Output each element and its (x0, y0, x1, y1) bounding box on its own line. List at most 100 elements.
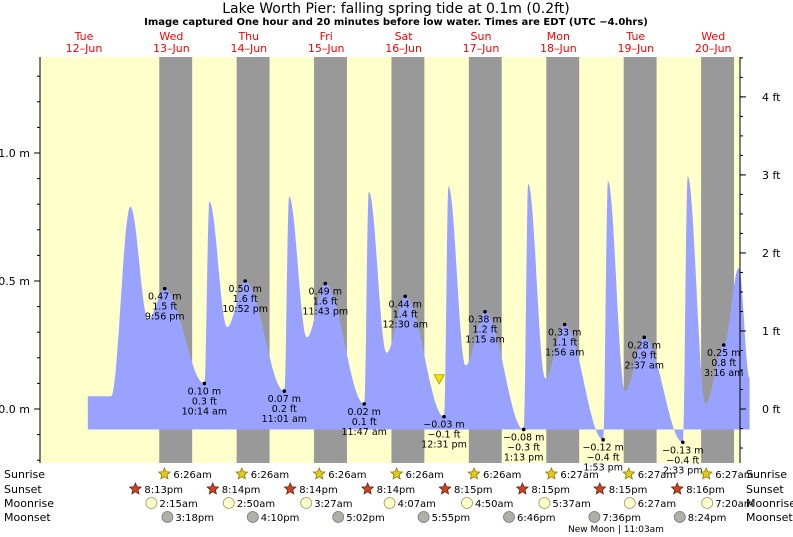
extreme-point (202, 381, 207, 386)
extreme-time: 2:33 pm (663, 465, 703, 476)
extreme-height-ft: 1.1 ft (552, 338, 577, 349)
extreme-height-m: 0.02 m (347, 407, 380, 418)
extreme-time: 1:56 am (545, 348, 584, 359)
moonrise-icon (538, 497, 551, 509)
moonset-time: 5:55pm (432, 513, 471, 524)
day-date: 15–Jun (308, 42, 345, 55)
sunset-time: 8:15pm (454, 485, 493, 496)
row-label-left: Moonrise (4, 497, 54, 510)
sunset-time: 8:15pm (609, 485, 648, 496)
day-date: 19–Jun (617, 42, 654, 55)
row-label-left: Sunset (4, 483, 42, 496)
moonset-icon (417, 511, 430, 523)
sunrise-time: 6:27am (715, 470, 753, 481)
extreme-height-ft: 0.3 ft (192, 396, 217, 407)
day-of-week: Wed (701, 30, 725, 43)
extreme-time: 10:52 pm (222, 304, 268, 315)
sunset-time: 8:14pm (222, 485, 261, 496)
day-date: 14–Jun (230, 42, 267, 55)
day-of-week: Wed (159, 30, 183, 43)
high-tide-label: 0.25 m0.8 ft3:16 am (704, 348, 743, 379)
day-of-week: Sat (395, 30, 414, 43)
extreme-height-m: 0.50 m (228, 284, 261, 295)
chart-subtitle: Image captured One hour and 20 minutes b… (144, 17, 648, 28)
sunrise-icon (312, 466, 326, 480)
extreme-height-ft: 0.8 ft (711, 358, 736, 369)
extreme-point (403, 294, 408, 299)
moonset-icon (673, 511, 686, 523)
row-label-left: Sunrise (4, 468, 45, 481)
sunrise-time: 6:26am (406, 470, 444, 481)
extreme-point (243, 279, 247, 283)
chart-title: Lake Worth Pier: falling spring tide at … (222, 1, 570, 17)
sunset-icon (593, 481, 607, 495)
sunrise-time: 6:27am (638, 470, 676, 481)
day-of-week: Mon (547, 30, 570, 43)
sunset-icon (206, 481, 220, 495)
extreme-height-ft: 1.6 ft (233, 294, 258, 305)
sunset-icon (515, 481, 530, 495)
sunrise-icon (699, 466, 713, 480)
extreme-point (721, 343, 726, 347)
tide-series (87, 176, 750, 443)
extreme-point (680, 440, 685, 445)
extreme-height-ft: −0.4 ft (587, 453, 620, 464)
sunrise-time: 6:26am (328, 470, 366, 481)
row-label-right: Sunrise (746, 468, 787, 481)
extreme-height-m: 0.25 m (707, 348, 740, 359)
extreme-time: 11:43 pm (302, 307, 348, 318)
extreme-point (442, 414, 446, 419)
extreme-time: 1:53 pm (583, 463, 623, 474)
day-of-week: Tue (74, 30, 94, 43)
sunrise-time: 6:27am (560, 470, 598, 481)
extreme-height-ft: 1.4 ft (393, 309, 418, 320)
extreme-time: 9:56 pm (145, 312, 185, 323)
moonset-time: 5:02pm (346, 513, 385, 524)
moonset-time: 3:18pm (175, 513, 214, 524)
extreme-point (642, 335, 647, 340)
moonrise-icon (145, 497, 158, 509)
extreme-height-ft: 0.9 ft (632, 350, 657, 361)
sunset-time: 8:15pm (531, 485, 570, 496)
y-left-tick-label: 1.0 m (0, 147, 30, 160)
moonrise-icon (383, 497, 396, 509)
extreme-point (362, 402, 367, 406)
extreme-height-m: 0.10 m (188, 386, 221, 397)
extreme-point (323, 281, 328, 286)
sunset-icon (283, 481, 297, 495)
extreme-height-ft: −0.3 ft (507, 442, 540, 453)
moonrise-time: 5:37am (552, 499, 590, 510)
extreme-height-ft: −0.1 ft (428, 430, 461, 441)
sunset-icon (128, 481, 143, 495)
new-moon-note: New Moon | 11:03am (568, 525, 664, 535)
sunrise-time: 6:26am (251, 470, 289, 481)
extreme-time: 1:15 am (465, 335, 504, 346)
high-tide-label: 0.33 m1.1 ft1:56 am (545, 328, 584, 359)
extreme-height-m: 0.44 m (389, 299, 422, 310)
sunset-icon (360, 481, 375, 495)
moonset-time: 7:36pm (602, 513, 641, 524)
current-tide-marker (433, 374, 445, 385)
row-label-left: Moonset (4, 511, 51, 524)
moonrise-time: 3:27am (314, 499, 352, 510)
moonrise-icon (222, 497, 235, 509)
extreme-height-m: 0.49 m (309, 287, 342, 298)
y-left-tick-label: 0.5 m (0, 275, 30, 288)
sunrise-icon (622, 466, 636, 480)
day-date: 13–Jun (153, 42, 190, 55)
y-right-tick-label: 3 ft (762, 169, 781, 182)
extreme-height-ft: 1.5 ft (152, 302, 177, 313)
moonset-time: 8:24pm (688, 513, 727, 524)
day-of-week: Fri (320, 30, 333, 43)
moonset-icon (588, 511, 601, 523)
extreme-point (601, 437, 605, 442)
high-tide-label: 0.47 m1.5 ft9:56 pm (145, 292, 185, 323)
sunrise-icon (235, 466, 249, 480)
moonrise-time: 7:20am (715, 499, 753, 510)
moonrise-icon (461, 497, 473, 509)
